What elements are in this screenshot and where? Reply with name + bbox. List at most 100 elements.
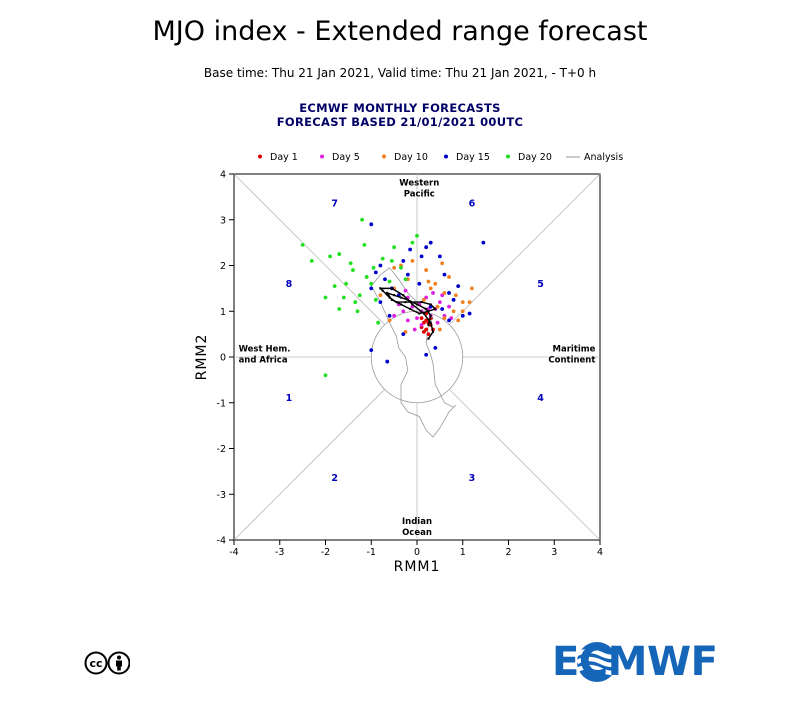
forecast-point xyxy=(467,311,472,316)
phase-label: 3 xyxy=(469,473,476,484)
x-tick-label: 0 xyxy=(414,547,420,558)
y-tick-label: 1 xyxy=(220,307,226,318)
forecast-point xyxy=(451,297,456,302)
x-tick-label: 1 xyxy=(460,547,466,558)
base-time-subtitle: Base time: Thu 21 Jan 2021, Valid time: … xyxy=(203,66,597,80)
forecast-point xyxy=(447,318,451,323)
forecast-point xyxy=(437,300,442,304)
forecast-point xyxy=(408,247,413,252)
legend-label: Analysis xyxy=(584,152,623,163)
forecast-point xyxy=(369,348,374,353)
forecast-point xyxy=(360,217,364,222)
forecast-point xyxy=(378,293,383,298)
forecast-point xyxy=(424,352,429,357)
ensemble-mean-point xyxy=(427,310,430,313)
forecast-point xyxy=(300,243,305,247)
forecast-point xyxy=(456,318,461,323)
forecast-point xyxy=(447,291,451,295)
forecast-point xyxy=(376,320,381,325)
forecast-point xyxy=(442,291,447,295)
ensemble-mean-point xyxy=(418,312,421,315)
forecast-point xyxy=(405,318,410,323)
forecast-point xyxy=(309,259,314,263)
forecast-point xyxy=(332,284,337,288)
forecast-point xyxy=(401,332,406,337)
y-tick-label: 2 xyxy=(220,261,226,272)
forecast-point xyxy=(428,240,433,245)
forecast-point xyxy=(433,345,438,350)
legend-label: Day 1 xyxy=(270,152,298,163)
phase-divider-line xyxy=(233,173,385,325)
forecast-point xyxy=(419,323,424,327)
ensemble-mean-point xyxy=(429,321,432,324)
ecmwf-logo-text: ECMWF xyxy=(552,639,718,685)
forecast-point xyxy=(337,307,342,311)
forecast-point xyxy=(351,268,355,272)
y-tick-label: -1 xyxy=(217,398,226,409)
forecast-point xyxy=(353,300,358,304)
region-label: Ocean xyxy=(402,528,432,538)
region-label: and Africa xyxy=(239,356,288,366)
ensemble-mean-point xyxy=(392,294,396,297)
forecast-point xyxy=(424,245,429,250)
forecast-point xyxy=(467,300,472,304)
forecast-point xyxy=(387,318,392,323)
forecast-header-line2: FORECAST BASED 21/01/2021 00UTC xyxy=(276,115,524,129)
forecast-point xyxy=(328,254,332,259)
x-tick-label: 2 xyxy=(505,547,511,558)
x-tick-label: 3 xyxy=(551,547,557,558)
forecast-point xyxy=(405,272,410,277)
legend-marker xyxy=(320,154,324,159)
x-axis-label: RMM1 xyxy=(394,559,441,575)
forecast-point xyxy=(373,270,378,275)
svg-text:cc: cc xyxy=(89,657,102,670)
creative-commons-icon: cc xyxy=(84,651,130,675)
forecast-point xyxy=(362,243,367,247)
unit-circle xyxy=(370,310,464,404)
forecast-point xyxy=(380,256,385,261)
forecast-point xyxy=(460,309,465,314)
forecast-point xyxy=(410,240,415,245)
ensemble-mean-point xyxy=(429,314,432,318)
ensemble-mean-point xyxy=(402,294,405,297)
forecast-point xyxy=(428,286,433,291)
chart-legend: Day 1 Day 5 Day 10 Day 15 Day 20 Analysis xyxy=(258,152,623,163)
ensemble-mean-point xyxy=(411,303,414,306)
forecast-point xyxy=(348,261,353,266)
ensemble-mean-point xyxy=(427,337,430,340)
forecast-point xyxy=(387,279,392,284)
ensemble-mean-point xyxy=(424,307,428,311)
ensemble-mean-point xyxy=(404,300,407,304)
forecast-point xyxy=(437,327,442,332)
phase-label: 8 xyxy=(286,279,293,290)
forecast-point xyxy=(421,329,426,334)
ensemble-mean-point xyxy=(390,287,394,290)
phase-divider-line xyxy=(449,173,601,325)
forecast-point xyxy=(403,288,408,293)
x-tick-label: -4 xyxy=(229,547,238,558)
phase-label: 4 xyxy=(537,393,544,404)
ensemble-mean-point xyxy=(386,291,389,295)
forecast-point xyxy=(451,309,456,314)
forecast-point xyxy=(401,309,406,314)
forecast-point xyxy=(383,277,387,282)
forecast-point xyxy=(369,222,374,227)
forecast-point xyxy=(344,281,348,286)
forecast-point xyxy=(470,286,474,291)
forecast-point xyxy=(419,254,424,259)
region-label: Indian xyxy=(402,517,432,527)
forecast-point xyxy=(387,313,392,318)
x-tick-label: 4 xyxy=(597,547,603,558)
ensemble-mean-point xyxy=(399,303,403,306)
forecast-point xyxy=(433,281,438,286)
legend-label: Day 10 xyxy=(394,152,428,163)
legend-label: Day 15 xyxy=(456,152,490,163)
y-tick-label: -2 xyxy=(217,444,226,455)
y-tick-label: 0 xyxy=(220,353,226,364)
y-tick-label: 4 xyxy=(220,170,226,181)
forecast-point xyxy=(419,316,424,321)
ensemble-mean-point xyxy=(379,287,382,290)
forecast-point xyxy=(412,327,417,332)
mjo-phase-diagram: Day 1 Day 5 Day 10 Day 15 Day 20 Analysis -4-… xyxy=(194,152,623,575)
x-tick-label: -3 xyxy=(275,547,284,558)
